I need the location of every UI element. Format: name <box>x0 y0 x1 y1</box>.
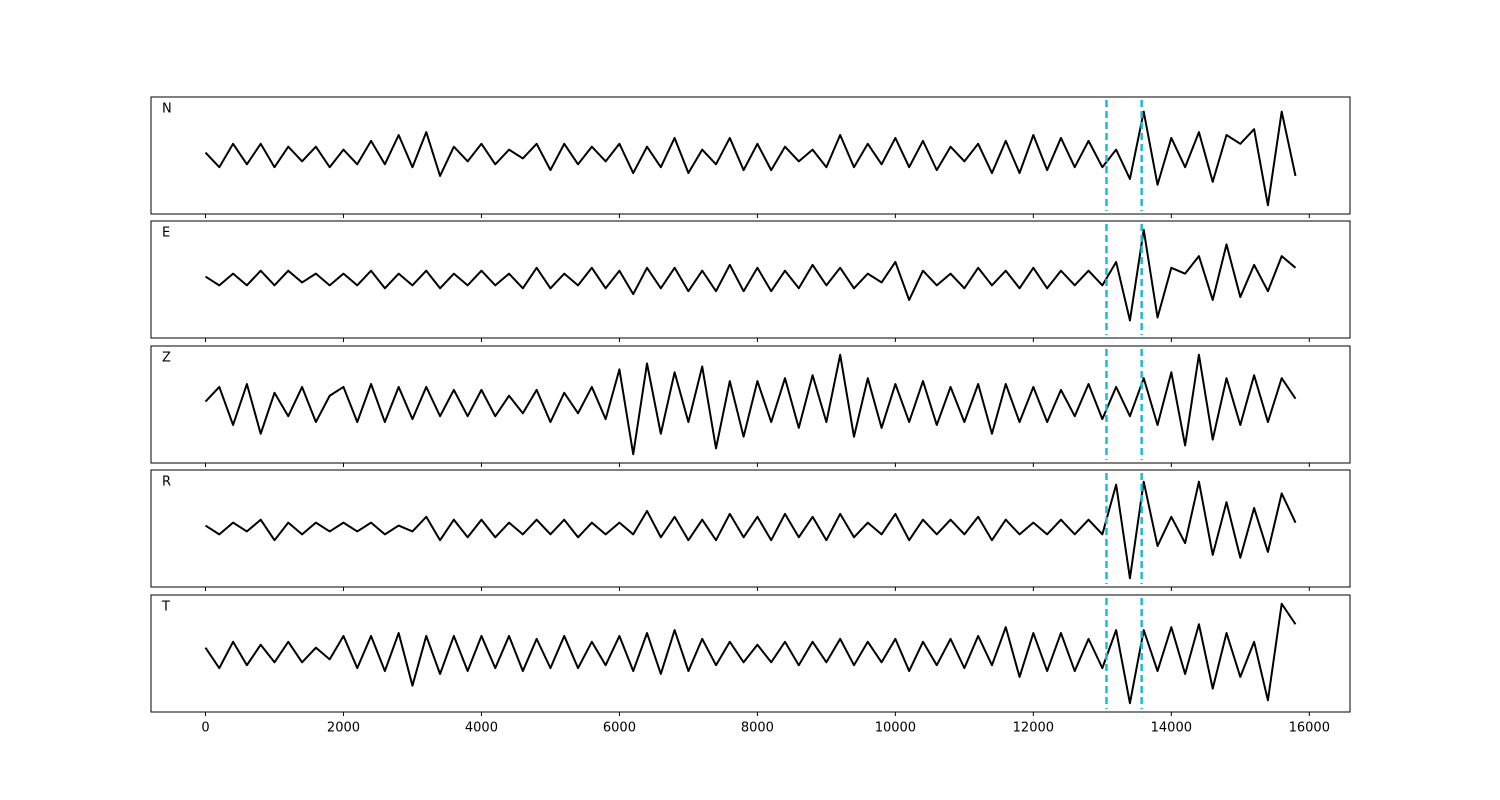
x-tick-label: 6000 <box>603 721 636 736</box>
x-tick-label: 0 <box>201 721 209 736</box>
panel-frame <box>150 220 1351 339</box>
x-tick-label: 8000 <box>741 721 774 736</box>
panel-frame <box>150 594 1351 713</box>
x-tick-label: 12000 <box>1013 721 1054 736</box>
trace <box>204 353 1297 456</box>
trace <box>204 602 1297 705</box>
panel-label: Z <box>162 351 171 366</box>
x-tick-label: 4000 <box>465 721 498 736</box>
panel-label: N <box>162 102 172 117</box>
x-tick-label: 14000 <box>1151 721 1192 736</box>
panel-frame <box>150 96 1351 215</box>
panel-label: R <box>162 475 171 490</box>
panel-frame <box>150 469 1351 588</box>
panel-frame <box>150 345 1351 464</box>
trace <box>204 110 1297 207</box>
trace <box>204 480 1297 580</box>
panel-label: T <box>161 600 170 615</box>
trace <box>204 228 1297 322</box>
x-tick-label: 2000 <box>327 721 360 736</box>
panel-label: E <box>162 226 170 241</box>
x-tick-label: 10000 <box>875 721 916 736</box>
x-tick-label: 16000 <box>1289 721 1330 736</box>
